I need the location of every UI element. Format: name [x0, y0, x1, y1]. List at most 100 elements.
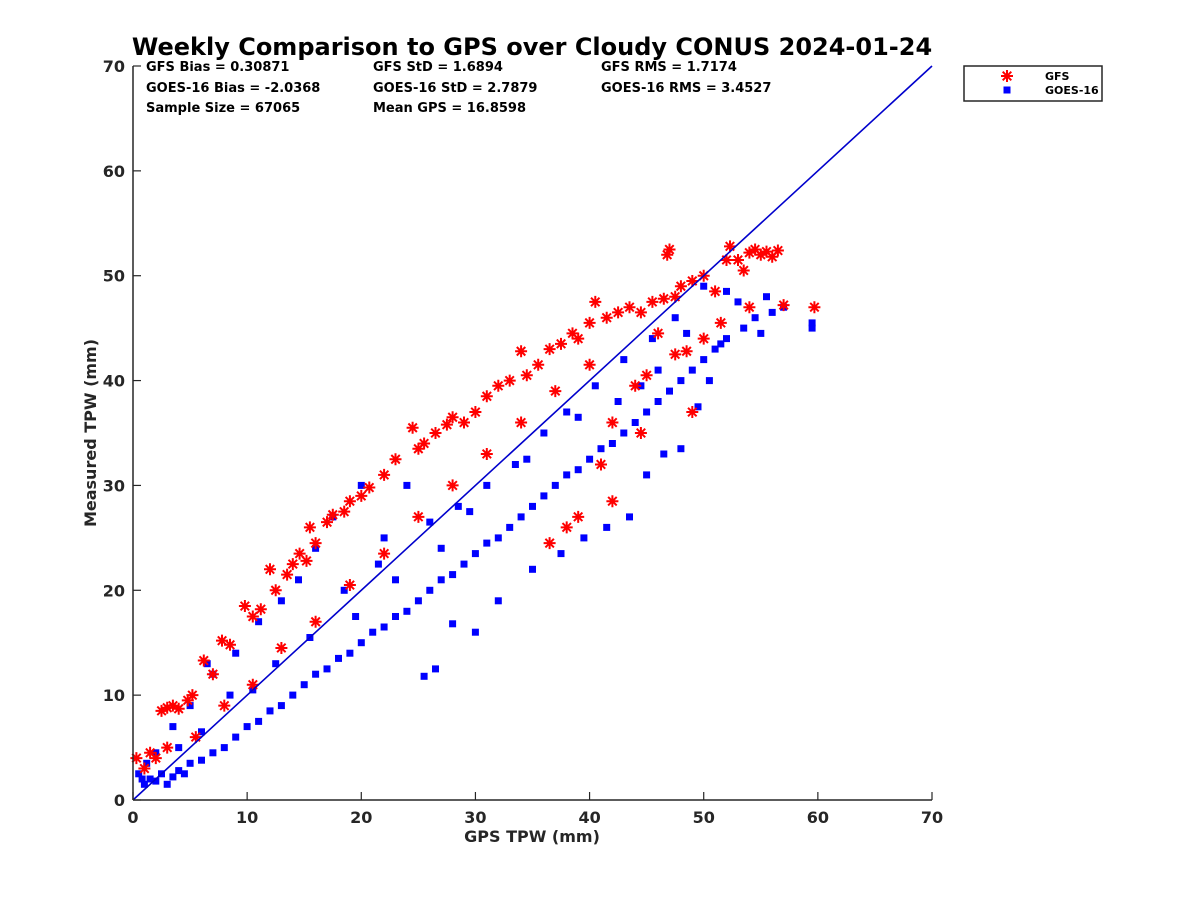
- goes16-point: [563, 408, 571, 416]
- goes16-point: [660, 450, 668, 458]
- goes16-point: [146, 775, 154, 783]
- gfs-point: [669, 290, 682, 303]
- gfs-point: [714, 316, 727, 329]
- goes16-point: [369, 628, 377, 636]
- gfs-point: [640, 369, 653, 382]
- goes16-point: [300, 681, 308, 689]
- gfs-point: [343, 495, 356, 508]
- goes16-point: [143, 759, 151, 767]
- gfs-point: [646, 295, 659, 308]
- gfs-point: [680, 345, 693, 358]
- gfs-point: [515, 345, 528, 358]
- goes16-point: [175, 744, 183, 752]
- gfs-point: [206, 668, 219, 681]
- goes16-point: [631, 419, 639, 426]
- goes16-point: [723, 287, 730, 295]
- legend-gfs-marker: [1001, 70, 1013, 82]
- goes16-point: [483, 481, 491, 489]
- gfs-point: [246, 678, 259, 691]
- goes16-point: [808, 319, 816, 327]
- gfs-point: [321, 516, 333, 529]
- goes16-point: [138, 775, 146, 783]
- goes16-point: [335, 654, 342, 662]
- x-tick-label: 50: [693, 808, 715, 827]
- gfs-point: [269, 584, 282, 597]
- goes16-point: [169, 723, 177, 731]
- gfs-point: [418, 437, 431, 450]
- gfs-point: [720, 254, 733, 266]
- gfs-point: [697, 332, 710, 345]
- gfs-point: [343, 579, 356, 591]
- goes16-point: [603, 523, 611, 531]
- y-tick-label: 30: [103, 476, 125, 495]
- gfs-point: [661, 248, 674, 261]
- goes16-point: [643, 408, 651, 416]
- goes16-point: [511, 461, 519, 468]
- y-tick-label: 10: [103, 686, 125, 705]
- gfs-point: [572, 332, 585, 345]
- gfs-point: [309, 537, 322, 550]
- gfs-point: [480, 448, 493, 460]
- gfs-point: [657, 292, 670, 305]
- gfs-point: [652, 327, 665, 340]
- goes16-point: [140, 780, 148, 788]
- goes16-point: [597, 445, 605, 453]
- gfs-point: [275, 642, 288, 654]
- goes16-point: [414, 597, 422, 605]
- goes16-point: [717, 340, 725, 348]
- goes16-point: [580, 534, 588, 542]
- goes16-point: [608, 440, 616, 447]
- goes16-point: [586, 455, 594, 463]
- goes16-point: [449, 620, 457, 628]
- goes16-point: [700, 356, 708, 364]
- series-gfs: [130, 240, 821, 775]
- gfs-point: [686, 275, 699, 287]
- gfs-point: [144, 746, 157, 759]
- gfs-point: [543, 343, 556, 356]
- goes16-point: [540, 492, 548, 500]
- legend-goes16-marker: [1003, 86, 1011, 94]
- goes16-point: [483, 539, 491, 547]
- goes16-point: [711, 345, 719, 353]
- legend-box: [963, 65, 1103, 102]
- goes16-point: [175, 767, 183, 775]
- goes16-point: [169, 773, 177, 781]
- goes16-point: [683, 329, 691, 337]
- goes16-point: [272, 660, 280, 668]
- y-tick-label: 70: [103, 57, 125, 76]
- gfs-point: [149, 752, 162, 765]
- gfs-point: [732, 254, 744, 266]
- gfs-point: [663, 243, 676, 256]
- goes16-point: [454, 502, 462, 510]
- x-axis-label: GPS TPW (mm): [464, 827, 600, 846]
- goes16-point: [266, 707, 274, 715]
- gfs-point: [172, 702, 185, 715]
- gfs-point: [181, 694, 194, 707]
- gfs-point: [458, 416, 470, 429]
- goes16-point: [648, 335, 656, 343]
- gfs-point: [766, 250, 779, 263]
- gfs-point: [189, 731, 202, 744]
- gfs-point: [246, 610, 259, 623]
- goes16-point: [243, 723, 251, 731]
- stat-annotation: GFS Bias = 0.30871: [146, 60, 289, 75]
- gfs-point: [555, 337, 567, 350]
- gfs-point: [595, 458, 607, 471]
- goes16-point: [591, 382, 599, 390]
- goes16-point: [392, 576, 399, 584]
- gfs-point: [286, 558, 299, 571]
- gfs-point: [629, 379, 642, 392]
- gfs-point: [480, 390, 493, 403]
- goes16-point: [808, 324, 816, 332]
- goes16-point: [312, 670, 320, 678]
- gfs-point: [532, 358, 545, 371]
- gfs-point: [446, 411, 459, 424]
- gfs-point: [515, 416, 528, 429]
- gfs-point: [669, 348, 682, 361]
- gfs-point: [600, 311, 613, 324]
- gfs-point: [520, 369, 533, 382]
- goes16-point: [186, 702, 194, 710]
- goes16-point: [357, 639, 365, 647]
